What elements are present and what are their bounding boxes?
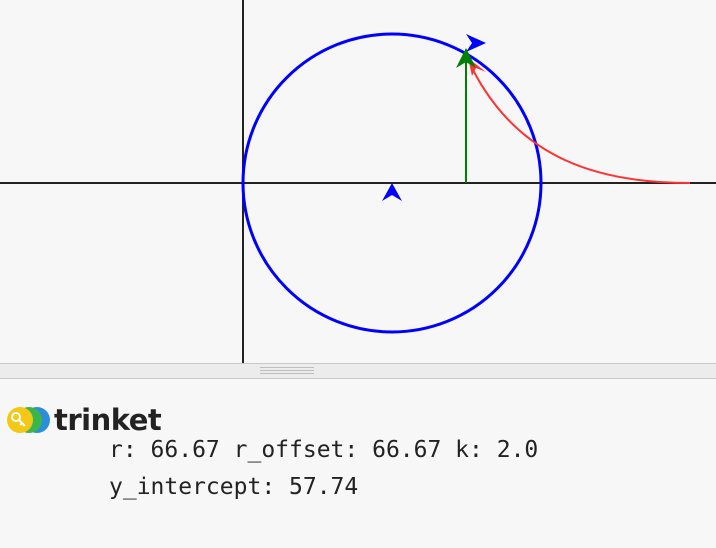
trinket-brand-link[interactable]: trinket (6, 403, 162, 437)
output-line: y_intercept: 57.74 (109, 474, 359, 500)
trinket-key-logo-icon (7, 407, 50, 433)
blue-center-turtle-icon (382, 183, 402, 201)
pane-resize-handle[interactable] (0, 363, 716, 379)
output-console: trinket r: 66.67 r_offset: 66.67 k: 2.0 … (0, 379, 716, 548)
drawing-svg (0, 0, 716, 363)
red-curve-path (472, 69, 691, 184)
turtle-canvas (0, 0, 716, 363)
circle-path (241, 32, 543, 334)
green-turtle-icon (456, 48, 476, 68)
resize-grip-icon[interactable] (260, 367, 314, 375)
trinket-brand-name: trinket (54, 403, 162, 437)
blue-top-turtle-icon (466, 34, 486, 52)
output-line: r: 66.67 r_offset: 66.67 k: 2.0 (109, 437, 539, 463)
